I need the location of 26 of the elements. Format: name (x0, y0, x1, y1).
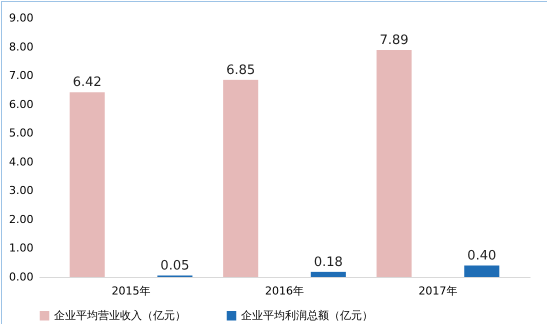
y-tick-label: 0.00 (9, 270, 34, 284)
data-label: 7.89 (380, 32, 409, 48)
y-tick-label: 1.00 (9, 242, 34, 255)
bar (464, 265, 500, 277)
y-tick-label: 4.00 (9, 155, 34, 168)
y-tick-label: 2.00 (9, 212, 34, 226)
bar (376, 50, 412, 277)
data-label: 0.40 (467, 248, 496, 264)
data-label: 0.18 (314, 254, 343, 270)
x-tick-label: 2015年 (112, 284, 151, 298)
bar (70, 92, 105, 277)
y-tick-label: 3.00 (9, 184, 34, 198)
data-label: 6.85 (226, 62, 256, 78)
y-tick-label: 5.00 (9, 126, 34, 140)
x-tick-label: 2016年 (265, 284, 304, 298)
y-tick-label: 7.00 (9, 69, 34, 82)
data-label: 6.42 (72, 75, 102, 90)
bar (223, 80, 258, 277)
legend-label: 企业平均利润总额（亿元） (241, 308, 373, 322)
y-tick-label: 6.00 (9, 98, 34, 111)
bar (310, 272, 346, 277)
y-tick-label: 9.00 (9, 12, 34, 24)
x-tick-label: 2017年 (418, 284, 458, 298)
y-tick-label: 8.00 (9, 40, 34, 54)
legend-label: 企业平均营业收入（亿元） (54, 308, 186, 322)
data-label: 0.05 (160, 258, 190, 274)
